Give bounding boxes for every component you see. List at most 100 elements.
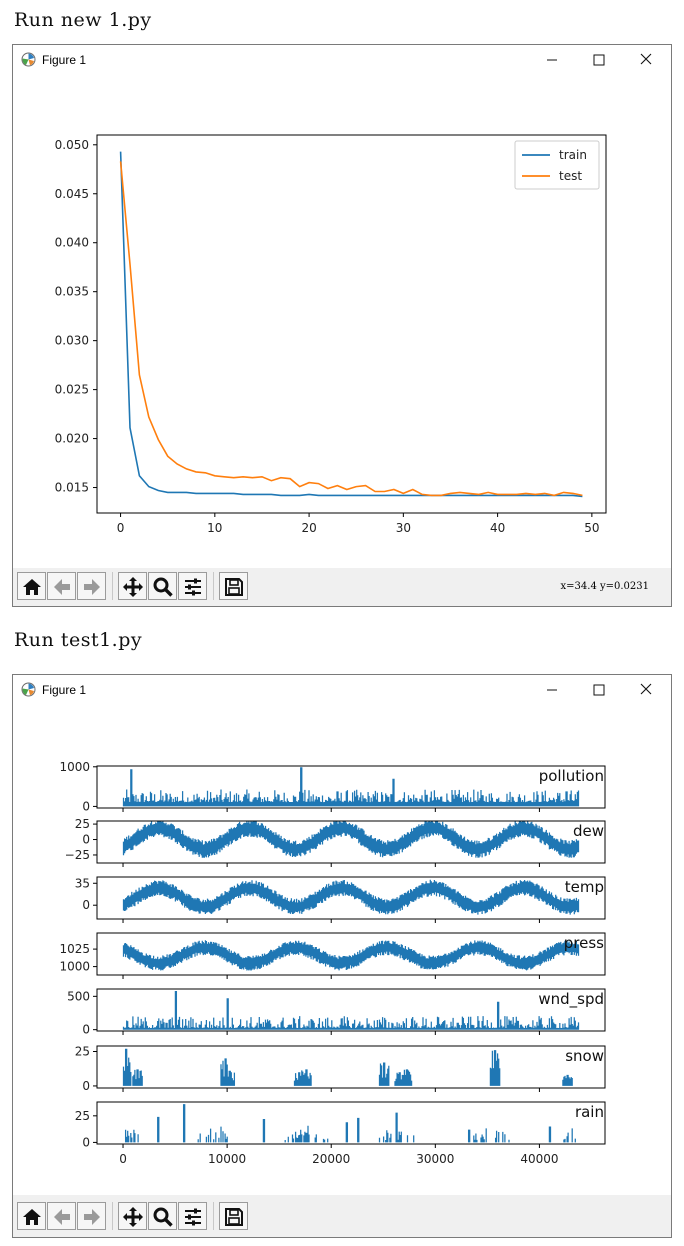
subplot-title-snow: snow bbox=[565, 1047, 604, 1065]
save-floppy-icon bbox=[225, 1208, 243, 1226]
y-tick-label: 0 bbox=[82, 833, 90, 847]
back-arrow-icon bbox=[54, 1209, 70, 1225]
zoom-button[interactable] bbox=[148, 1202, 177, 1230]
save-button[interactable] bbox=[219, 1202, 248, 1230]
navigation-toolbar bbox=[13, 1195, 671, 1237]
series-line-dew bbox=[122, 821, 580, 858]
title-bar[interactable]: Figure 1 bbox=[13, 675, 671, 705]
close-icon[interactable] bbox=[634, 49, 658, 71]
y-tick-label: −25 bbox=[65, 848, 90, 862]
configure-subplots-icon bbox=[185, 578, 201, 596]
subplot-wnd_spd: 0 500 wnd_spd bbox=[67, 988, 606, 1037]
x-tick-label: 10 bbox=[207, 521, 222, 535]
y-tick-label: 0 bbox=[82, 1135, 90, 1149]
y-tick-label: 0 bbox=[82, 1079, 90, 1093]
y-tick-label: 25 bbox=[75, 1045, 90, 1059]
forward-button[interactable] bbox=[77, 572, 106, 600]
configure-subplots-button[interactable] bbox=[178, 572, 207, 600]
axes-frame-wnd_spd bbox=[96, 988, 606, 1032]
home-icon bbox=[23, 579, 41, 595]
forward-arrow-icon bbox=[84, 1209, 100, 1225]
figure-window-1: Figure 1 0 10 20 30 40 50 0.015 0.020 0.025 0.030… bbox=[12, 44, 672, 607]
x-tick-label: 20000 bbox=[312, 1152, 350, 1166]
y-tick-label: 0.045 bbox=[55, 187, 89, 201]
home-button[interactable] bbox=[17, 1202, 46, 1230]
y-tick-label: 1025 bbox=[59, 942, 90, 956]
toolbar-separator bbox=[112, 1202, 113, 1230]
subplot-pollution: 0 1000 pollution bbox=[59, 760, 606, 813]
maximize-icon[interactable] bbox=[587, 49, 611, 71]
subplot-press: 1000 1025 press bbox=[59, 932, 606, 979]
x-tick-label: 10000 bbox=[208, 1152, 246, 1166]
subplot-temp: 0 35 temp bbox=[75, 876, 606, 923]
matplotlib-logo-icon bbox=[21, 52, 36, 67]
save-button[interactable] bbox=[219, 572, 248, 600]
navigation-toolbar: x=34.4 y=0.0231 bbox=[13, 568, 671, 606]
y-tick-label: 0.035 bbox=[55, 285, 89, 299]
y-tick-label: 0.030 bbox=[55, 334, 89, 348]
x-tick-label: 0 bbox=[119, 1152, 127, 1166]
y-tick-label: 1000 bbox=[59, 960, 90, 974]
axes-frame-snow bbox=[96, 1045, 606, 1089]
save-floppy-icon bbox=[225, 578, 243, 596]
pan-move-icon bbox=[123, 1207, 143, 1227]
subplot-title-rain: rain bbox=[575, 1103, 604, 1121]
y-tick-label: 0.050 bbox=[55, 138, 89, 152]
legend-label-test: test bbox=[559, 169, 582, 183]
toolbar-separator bbox=[112, 572, 113, 600]
y-tick-label: 35 bbox=[75, 876, 90, 890]
y-tick-label: 0 bbox=[82, 1023, 90, 1037]
y-tick-label: 25 bbox=[75, 1109, 90, 1123]
subplot-title-temp: temp bbox=[565, 878, 604, 896]
forward-button[interactable] bbox=[77, 1202, 106, 1230]
run2-heading: Run test1.py bbox=[14, 629, 143, 651]
cursor-coordinates: x=34.4 y=0.0231 bbox=[560, 581, 649, 592]
y-tick-label: 25 bbox=[75, 817, 90, 831]
zoom-magnifier-icon bbox=[153, 1207, 173, 1227]
series-line-press bbox=[122, 940, 580, 971]
loss-plot-canvas[interactable]: 0 10 20 30 40 50 0.015 0.020 0.025 0.030 0.035 0.04… bbox=[13, 75, 671, 568]
subplot-dew: −250 25 dew bbox=[65, 817, 606, 867]
configure-subplots-button[interactable] bbox=[178, 1202, 207, 1230]
legend-label-train: train bbox=[559, 148, 587, 162]
minimize-icon[interactable] bbox=[540, 49, 564, 71]
title-bar[interactable]: Figure 1 bbox=[13, 45, 671, 75]
x-tick-label: 20 bbox=[301, 521, 316, 535]
window-title: Figure 1 bbox=[42, 683, 87, 697]
y-tick-label: 0.015 bbox=[55, 481, 89, 495]
subplot-rain: 0 25 rain bbox=[75, 1101, 606, 1149]
run1-heading: Run new 1.py bbox=[14, 9, 152, 31]
subplot-title-wnd_spd: wnd_spd bbox=[538, 990, 604, 1009]
y-tick-label: 0 bbox=[82, 799, 90, 813]
window-title: Figure 1 bbox=[42, 53, 87, 67]
x-tick-label: 30 bbox=[396, 521, 411, 535]
minimize-icon[interactable] bbox=[540, 679, 564, 701]
maximize-icon[interactable] bbox=[587, 679, 611, 701]
pan-button[interactable] bbox=[118, 572, 147, 600]
axes-frame-pollution bbox=[96, 765, 606, 809]
y-tick-label: 0.040 bbox=[55, 236, 89, 250]
plot-axes-frame bbox=[96, 134, 607, 514]
back-button[interactable] bbox=[47, 572, 76, 600]
y-tick-label: 0.025 bbox=[55, 383, 89, 397]
forward-arrow-icon bbox=[84, 579, 100, 595]
home-icon bbox=[23, 1209, 41, 1225]
x-tick-label: 40000 bbox=[520, 1152, 558, 1166]
x-tick-label: 40 bbox=[490, 521, 505, 535]
legend-box bbox=[514, 140, 600, 190]
back-button[interactable] bbox=[47, 1202, 76, 1230]
back-arrow-icon bbox=[54, 579, 70, 595]
subplot-title-pollution: pollution bbox=[539, 767, 604, 785]
series-line-pollution bbox=[122, 767, 580, 807]
pan-button[interactable] bbox=[118, 1202, 147, 1230]
axes-frame-rain bbox=[96, 1101, 606, 1145]
close-icon[interactable] bbox=[634, 679, 658, 701]
zoom-magnifier-icon bbox=[153, 577, 173, 597]
subplot-title-press: press bbox=[564, 934, 604, 952]
zoom-button[interactable] bbox=[148, 572, 177, 600]
matplotlib-logo-icon bbox=[21, 682, 36, 697]
legend: train test bbox=[514, 140, 600, 190]
pan-move-icon bbox=[123, 577, 143, 597]
home-button[interactable] bbox=[17, 572, 46, 600]
